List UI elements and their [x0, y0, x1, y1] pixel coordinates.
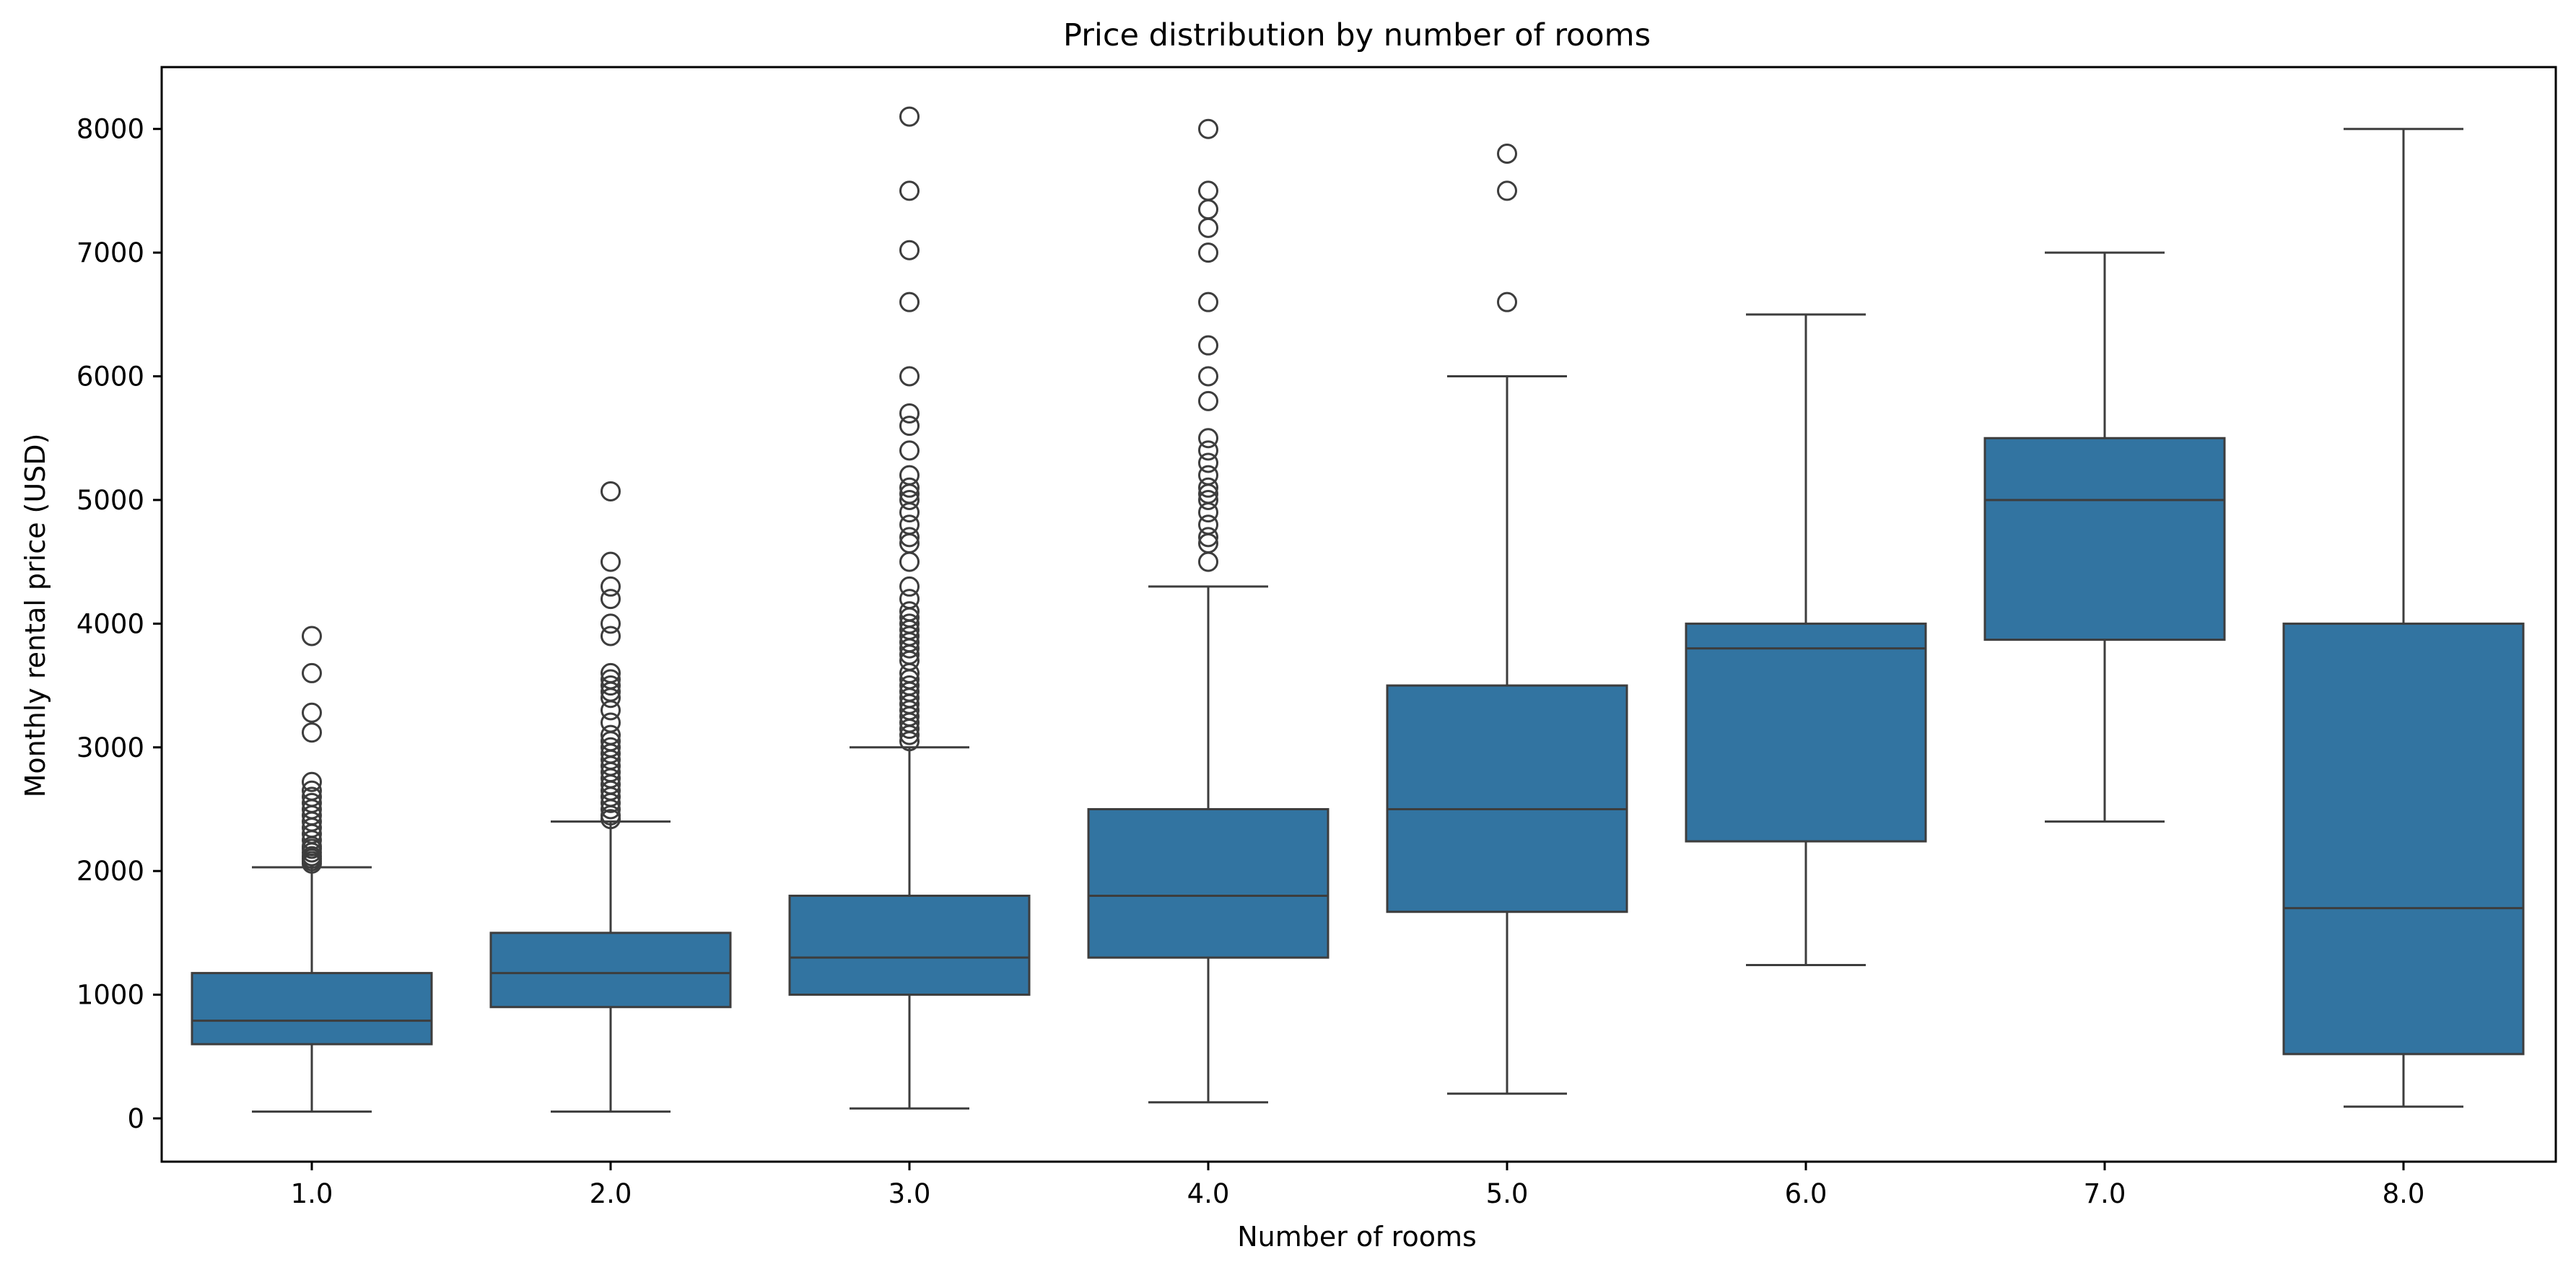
outlier-point	[1198, 217, 1218, 238]
outlier-point	[302, 792, 322, 813]
outlier-point	[1198, 477, 1218, 498]
outlier-point	[899, 514, 920, 535]
x-tick-label: 4.0	[1187, 1178, 1230, 1209]
outlier-point	[899, 589, 920, 610]
x-tick-label: 7.0	[2084, 1178, 2126, 1209]
outlier-point	[601, 712, 621, 733]
outlier-point	[601, 481, 621, 501]
box-2.0	[489, 931, 732, 1009]
outlier-point	[302, 662, 322, 683]
outlier-point	[899, 440, 920, 461]
outlier-point	[1198, 489, 1218, 510]
outlier-point	[899, 240, 920, 260]
outlier-point	[899, 180, 920, 201]
outlier-point	[1198, 118, 1218, 139]
outlier-point	[601, 724, 621, 745]
axes-frame	[160, 66, 2557, 1163]
outlier-point	[601, 551, 621, 572]
x-tick-label: 3.0	[888, 1178, 931, 1209]
outlier-point	[899, 106, 920, 127]
outlier-point	[601, 737, 621, 758]
y-tick-label: 7000	[77, 237, 144, 268]
outlier-point	[1198, 527, 1218, 548]
y-tick-label: 3000	[77, 732, 144, 763]
x-tick-label: 2.0	[590, 1178, 632, 1209]
outlier-point	[899, 613, 920, 634]
outlier-point	[302, 780, 322, 801]
x-tick-label: 5.0	[1486, 1178, 1529, 1209]
outlier-point	[899, 416, 920, 437]
outlier-point	[899, 576, 920, 597]
outlier-point	[1198, 551, 1218, 572]
y-tick-label: 2000	[77, 856, 144, 887]
outlier-point	[302, 722, 322, 743]
outlier-point	[1198, 452, 1218, 473]
outlier-point	[899, 489, 920, 510]
outlier-point	[1198, 199, 1218, 220]
outlier-point	[1198, 366, 1218, 387]
box-4.0	[1087, 807, 1330, 959]
x-tick-label: 1.0	[291, 1178, 333, 1209]
outlier-point	[1198, 440, 1218, 461]
outlier-point	[601, 626, 621, 646]
outlier-point	[899, 403, 920, 424]
outlier-point	[601, 589, 621, 610]
plot-area: 0 1000 2000 3000 4000 5000 6000 7000 8000 1.0 2.0 3…	[77, 66, 2557, 1209]
outlier-point	[899, 675, 920, 696]
outlier-point	[899, 465, 920, 486]
outlier-point	[302, 771, 322, 792]
box-8.0	[2282, 622, 2525, 1056]
outlier-point	[899, 551, 920, 572]
box-1.0	[191, 972, 433, 1046]
box-7.0	[1983, 437, 2226, 641]
outlier-point	[601, 662, 621, 683]
outlier-point	[1198, 428, 1218, 449]
outlier-point	[302, 702, 322, 723]
outlier-point	[601, 669, 621, 690]
outlier-point	[899, 601, 920, 622]
outlier-point	[1198, 465, 1218, 486]
outlier-point	[1497, 143, 1517, 164]
outlier-point	[1198, 514, 1218, 535]
outlier-point	[302, 626, 322, 646]
outlier-point	[899, 527, 920, 548]
outlier-point	[899, 366, 920, 387]
y-tick-label: 5000	[77, 485, 144, 516]
box-6.0	[1685, 622, 1927, 843]
y-tick-label: 4000	[77, 608, 144, 639]
y-tick-label: 1000	[77, 980, 144, 1011]
y-axis-label: Monthly rental price (USD)	[19, 434, 51, 798]
outlier-point	[1198, 291, 1218, 312]
outlier-point	[1198, 180, 1218, 201]
y-tick-label: 8000	[77, 114, 144, 145]
x-tick-label: 6.0	[1785, 1178, 1828, 1209]
outlier-point	[601, 675, 621, 696]
outlier-point	[899, 477, 920, 498]
y-tick-label: 6000	[77, 361, 144, 393]
outlier-point	[601, 613, 621, 634]
y-tick-label: 0	[127, 1103, 144, 1134]
box-5.0	[1386, 684, 1628, 913]
x-tick-label: 8.0	[2383, 1178, 2425, 1209]
outlier-point	[899, 291, 920, 312]
box-3.0	[788, 894, 1031, 996]
x-axis-label: Number of rooms	[1237, 1221, 1477, 1253]
outlier-point	[1198, 390, 1218, 411]
outlier-point	[1497, 180, 1517, 201]
outlier-point	[1198, 335, 1218, 356]
outlier-point	[1198, 242, 1218, 263]
chart-title: Price distribution by number of rooms	[1063, 17, 1651, 53]
outlier-point	[1497, 291, 1517, 312]
outlier-point	[601, 576, 621, 597]
outlier-point	[302, 786, 322, 807]
